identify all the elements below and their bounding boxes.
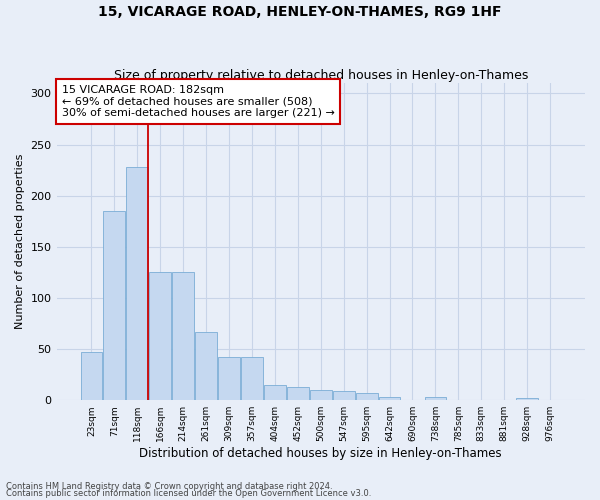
Text: Contains public sector information licensed under the Open Government Licence v3: Contains public sector information licen…: [6, 489, 371, 498]
X-axis label: Distribution of detached houses by size in Henley-on-Thames: Distribution of detached houses by size …: [139, 447, 502, 460]
Text: 15, VICARAGE ROAD, HENLEY-ON-THAMES, RG9 1HF: 15, VICARAGE ROAD, HENLEY-ON-THAMES, RG9…: [98, 5, 502, 19]
Bar: [310, 390, 332, 400]
Bar: [241, 358, 263, 400]
Text: 15 VICARAGE ROAD: 182sqm
← 69% of detached houses are smaller (508)
30% of semi-: 15 VICARAGE ROAD: 182sqm ← 69% of detach…: [62, 85, 335, 118]
Y-axis label: Number of detached properties: Number of detached properties: [15, 154, 25, 330]
Bar: [425, 397, 446, 400]
Bar: [127, 167, 148, 400]
Bar: [264, 385, 286, 400]
Bar: [195, 332, 217, 400]
Bar: [103, 211, 125, 400]
Bar: [356, 393, 377, 400]
Bar: [516, 398, 538, 400]
Bar: [149, 272, 171, 400]
Bar: [218, 358, 240, 400]
Bar: [287, 387, 309, 400]
Title: Size of property relative to detached houses in Henley-on-Thames: Size of property relative to detached ho…: [113, 69, 528, 82]
Bar: [80, 352, 103, 400]
Bar: [333, 391, 355, 400]
Text: Contains HM Land Registry data © Crown copyright and database right 2024.: Contains HM Land Registry data © Crown c…: [6, 482, 332, 491]
Bar: [172, 272, 194, 400]
Bar: [379, 397, 400, 400]
